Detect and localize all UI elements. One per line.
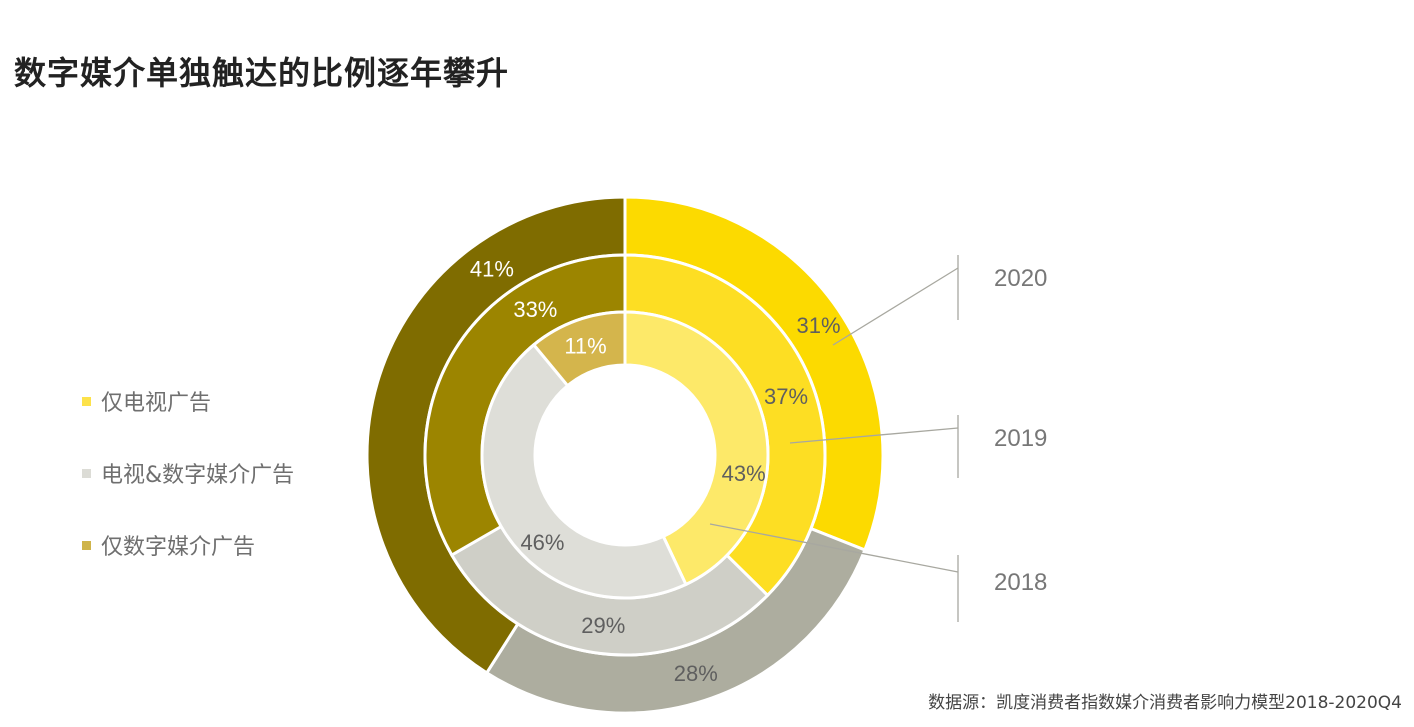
- series-label-2018: 2018: [994, 569, 1047, 596]
- data-label-2020-2: 41%: [470, 257, 514, 282]
- legend-swatch: [82, 540, 91, 550]
- legend-swatch: [82, 396, 91, 406]
- donut-segment-2018-0: [623, 310, 770, 587]
- data-label-2018-0: 43%: [722, 461, 766, 486]
- legend-item-tv-and-digital: 电视&数字媒介广告: [82, 437, 294, 509]
- legend-swatch: [82, 468, 91, 478]
- data-label-2020-1: 28%: [674, 661, 718, 686]
- data-label-2019-2: 33%: [513, 297, 557, 322]
- leader-line-2018: [709, 523, 959, 573]
- source-note: 数据源：凯度消费者指数媒介消费者影响力模型2018-2020Q4: [928, 693, 1402, 713]
- data-label-2018-1: 46%: [520, 530, 564, 555]
- data-label-2018-2: 11%: [564, 333, 606, 358]
- legend-label: 仅电视广告: [101, 391, 212, 416]
- legend-item-digital-only: 仅数字媒介广告: [82, 509, 294, 581]
- series-label-2019: 2019: [994, 425, 1047, 452]
- leader-line-2020: [832, 267, 959, 346]
- data-label-2019-1: 29%: [581, 613, 625, 638]
- donut-segment-2018-1: [480, 342, 688, 600]
- legend: 仅电视广告 电视&数字媒介广告 仅数字媒介广告: [82, 365, 294, 581]
- donut-segment-2018-2: [531, 310, 627, 388]
- data-label-2020-0: 31%: [796, 313, 840, 338]
- leader-line-2019: [789, 427, 959, 444]
- legend-label: 仅数字媒介广告: [101, 535, 256, 560]
- series-label-2020: 2020: [994, 265, 1047, 292]
- data-label-2019-0: 37%: [764, 384, 808, 409]
- legend-item-tv-only: 仅电视广告: [82, 365, 294, 437]
- legend-label: 电视&数字媒介广告: [101, 463, 295, 488]
- page-title: 数字媒介单独触达的比例逐年攀升: [14, 54, 510, 92]
